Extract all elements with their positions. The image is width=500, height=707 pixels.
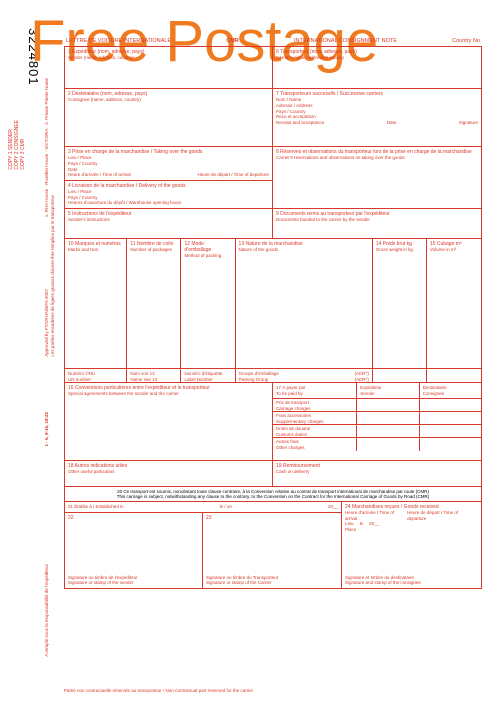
box7-receipt: Receipt and acceptance xyxy=(276,120,324,126)
box10b-un: Numéro ONU UN number xyxy=(65,369,127,382)
box24-arr: Heure d'arrivée / Time of arrival xyxy=(345,510,407,521)
box-14: 14 Poids brut kg Gross weight in kg xyxy=(373,239,427,368)
box20-en: This carriage is subject, notwithstandin… xyxy=(68,494,478,499)
box21-label: 21 Établie à / Established in xyxy=(68,504,124,510)
box14-label2: Gross weight in kg xyxy=(376,247,423,253)
side-text-b: 1 - 6, 9-16, 18-22 xyxy=(44,412,50,447)
box7-date: Date xyxy=(387,120,397,126)
box17-r3: Droits de douane Customs duties xyxy=(273,425,356,437)
box17-exp2: Sender xyxy=(360,391,415,397)
header-right: INTERNATIONAL CONSIGNMENT NOTE xyxy=(294,38,397,44)
box-11: 11 Nombre de colis Number of packages xyxy=(127,239,181,368)
box-15: 15 Cubage m³ Volume in m³ xyxy=(427,239,481,368)
box-18: 18 Autres indications utiles Other usefu… xyxy=(65,461,273,486)
header-left: LETTRE DE VOITURE INTERNATIONALE xyxy=(66,38,171,44)
box21-pg: 20__ xyxy=(328,504,338,510)
box12-label: 12 Mode d'emballage xyxy=(184,241,231,254)
box18-label2: Other useful particulars xyxy=(68,469,269,475)
footer-text: Partie non contractuelle réservée au tra… xyxy=(64,688,482,693)
form-header: LETTRE DE VOITURE INTERNATIONALE CMR INT… xyxy=(64,38,482,46)
box15-label2: Volume in m³ xyxy=(430,247,478,253)
box-1-sender: 1 Expéditeur (nom, adresse, pays) Sender… xyxy=(65,47,273,88)
box-9-documents: 9 Documents remis au transporteur par l'… xyxy=(273,209,481,238)
box-23: 23 Signature ou timbre du Transporteur S… xyxy=(203,513,341,588)
box-12: 12 Mode d'emballage Method of packing xyxy=(181,239,235,368)
box-10: 10 Marques et numéros Marks and Nos xyxy=(65,239,127,368)
box-8-reservations: 8 Réserves et observations du transporte… xyxy=(273,147,481,208)
box7-sig: Signature xyxy=(459,120,478,126)
box11-label2: Number of packages xyxy=(130,247,177,253)
box-21: 21 Établie à / Established in le / on 20… xyxy=(65,502,341,513)
box-2-consignee: 2 Destinataire (nom, adresse, pays) Cons… xyxy=(65,89,273,146)
box12-label2: Method of packing xyxy=(184,253,231,259)
box19-label2: Cash on delivery xyxy=(276,469,478,475)
side-text-d: 1. RHA House · Roalden House · VICTORIA … xyxy=(44,78,50,217)
box21-le: le / on xyxy=(220,504,232,510)
box-17: 17 À payer par To be paid by Expéditeur … xyxy=(273,383,481,460)
box13-label2: Nature of the goods xyxy=(239,247,369,253)
grp-fr: Groupe d'emballage xyxy=(239,371,279,377)
box-4-delivery: 4 Livraison de la marchandise / Delivery… xyxy=(65,181,272,208)
side-text-a: A remplir sous la responsabilité de l'ex… xyxy=(44,564,50,657)
box3-arr: Heure d'arrivée / Time of arrival xyxy=(68,172,131,178)
un-en: UN number xyxy=(68,377,123,383)
etiq-en: Label Number xyxy=(184,377,231,383)
box23-sig2: Signature or stamp of the Carrier xyxy=(206,580,338,586)
box10b-sp2 xyxy=(427,369,481,382)
box-13: 13 Nature de la marchandise Nature of th… xyxy=(236,239,373,368)
box24-dep: Heure de départ / Time of departure xyxy=(407,510,478,521)
adr-fr: (ADR*) xyxy=(355,371,369,377)
box-3-taking-over: 3 Prise en charge de la marchandise / Ta… xyxy=(65,147,272,181)
box8-label2: Carrier's reservations and observations … xyxy=(276,155,478,161)
side-text-c: Approved by FTA/RHA/BIFA 2007 Les partie… xyxy=(44,195,56,357)
box4-wh: Heures d'ouverture du dépôt / Warehouse … xyxy=(68,200,269,206)
header-country: Country No xyxy=(452,38,480,44)
cmr-form-page: 3224801 Free Postage COPY 1 SENDER COPY … xyxy=(0,0,500,707)
box17-dest2: Consignee xyxy=(423,391,478,397)
cmr-form: LETTRE DE VOITURE INTERNATIONALE CMR INT… xyxy=(64,38,482,685)
box2-label2: Consignee (name, address, country) xyxy=(68,97,269,103)
grp-en: Packing Group xyxy=(239,377,279,383)
box-7-successive: 7 Transporteurs successifs / Successive … xyxy=(273,89,481,146)
box16-label2: Special agreements between the sender an… xyxy=(68,391,269,397)
box9-label2: Documents handed to the carrier by the s… xyxy=(276,217,478,223)
box5-label2: Sender's instructions xyxy=(68,217,269,223)
box-24: 24 Marchandises reçues / Goods received … xyxy=(342,502,481,588)
box6-label2: Carrier's name, address & country xyxy=(276,55,478,61)
box-6-carrier: 6 Transporteur (nom, adresse, pays) Carr… xyxy=(273,47,481,88)
box24-sig2: Signature and stamp of the consignee xyxy=(345,580,478,586)
box3-dep: Heure de départ / Time of departure xyxy=(197,172,269,178)
box17-label2: To be paid by xyxy=(276,391,353,397)
box17-r2: Frais accessoires Supplementary charges xyxy=(273,412,356,424)
box10b-sp1 xyxy=(373,369,427,382)
box17-r1: Prix de transport Carriage charges xyxy=(273,399,356,411)
adr-en: (ADR*) xyxy=(355,377,369,383)
box10b-grp: Groupe d'emballage Packing Group (ADR*) … xyxy=(236,369,373,382)
box10-label2: Marks and Nos xyxy=(68,247,123,253)
box-19: 19 Remboursement Cash on delivery xyxy=(273,461,481,486)
side-annotations: A remplir sous la responsabilité de l'ex… xyxy=(44,120,62,667)
nom-en: Name see 13 xyxy=(130,377,177,383)
box10b-nom: Nom voir 13 Name see 13 xyxy=(127,369,181,382)
side-copy-labels: COPY 1 SENDER COPY 2 CONSIGNEE COPY 3 CM… xyxy=(8,120,26,170)
box-5-instructions: 5 Instructions de l'expéditeur Sender's … xyxy=(65,209,273,238)
box-22: 22 Signature ou timbre de l'expéditeur S… xyxy=(65,513,203,588)
box1-label2: Sender (name, address, country) xyxy=(68,55,269,61)
left-21-22-23: 21 Établie à / Established in le / on 20… xyxy=(65,502,342,588)
box17-r4: Autres frais Other charges xyxy=(273,438,356,451)
box-20: 20 Ce transport est soumis, nonobstant t… xyxy=(64,486,482,501)
box22-sig2: Signature or stamp of the sender xyxy=(68,580,199,586)
box-16: 16 Conventions particulières entre l'exp… xyxy=(65,383,273,460)
box-3-4-wrap: 3 Prise en charge de la marchandise / Ta… xyxy=(65,147,273,208)
box10b-etiq: Numéro d'étiquette Label Number xyxy=(181,369,235,382)
header-mid: CMR xyxy=(226,38,239,44)
